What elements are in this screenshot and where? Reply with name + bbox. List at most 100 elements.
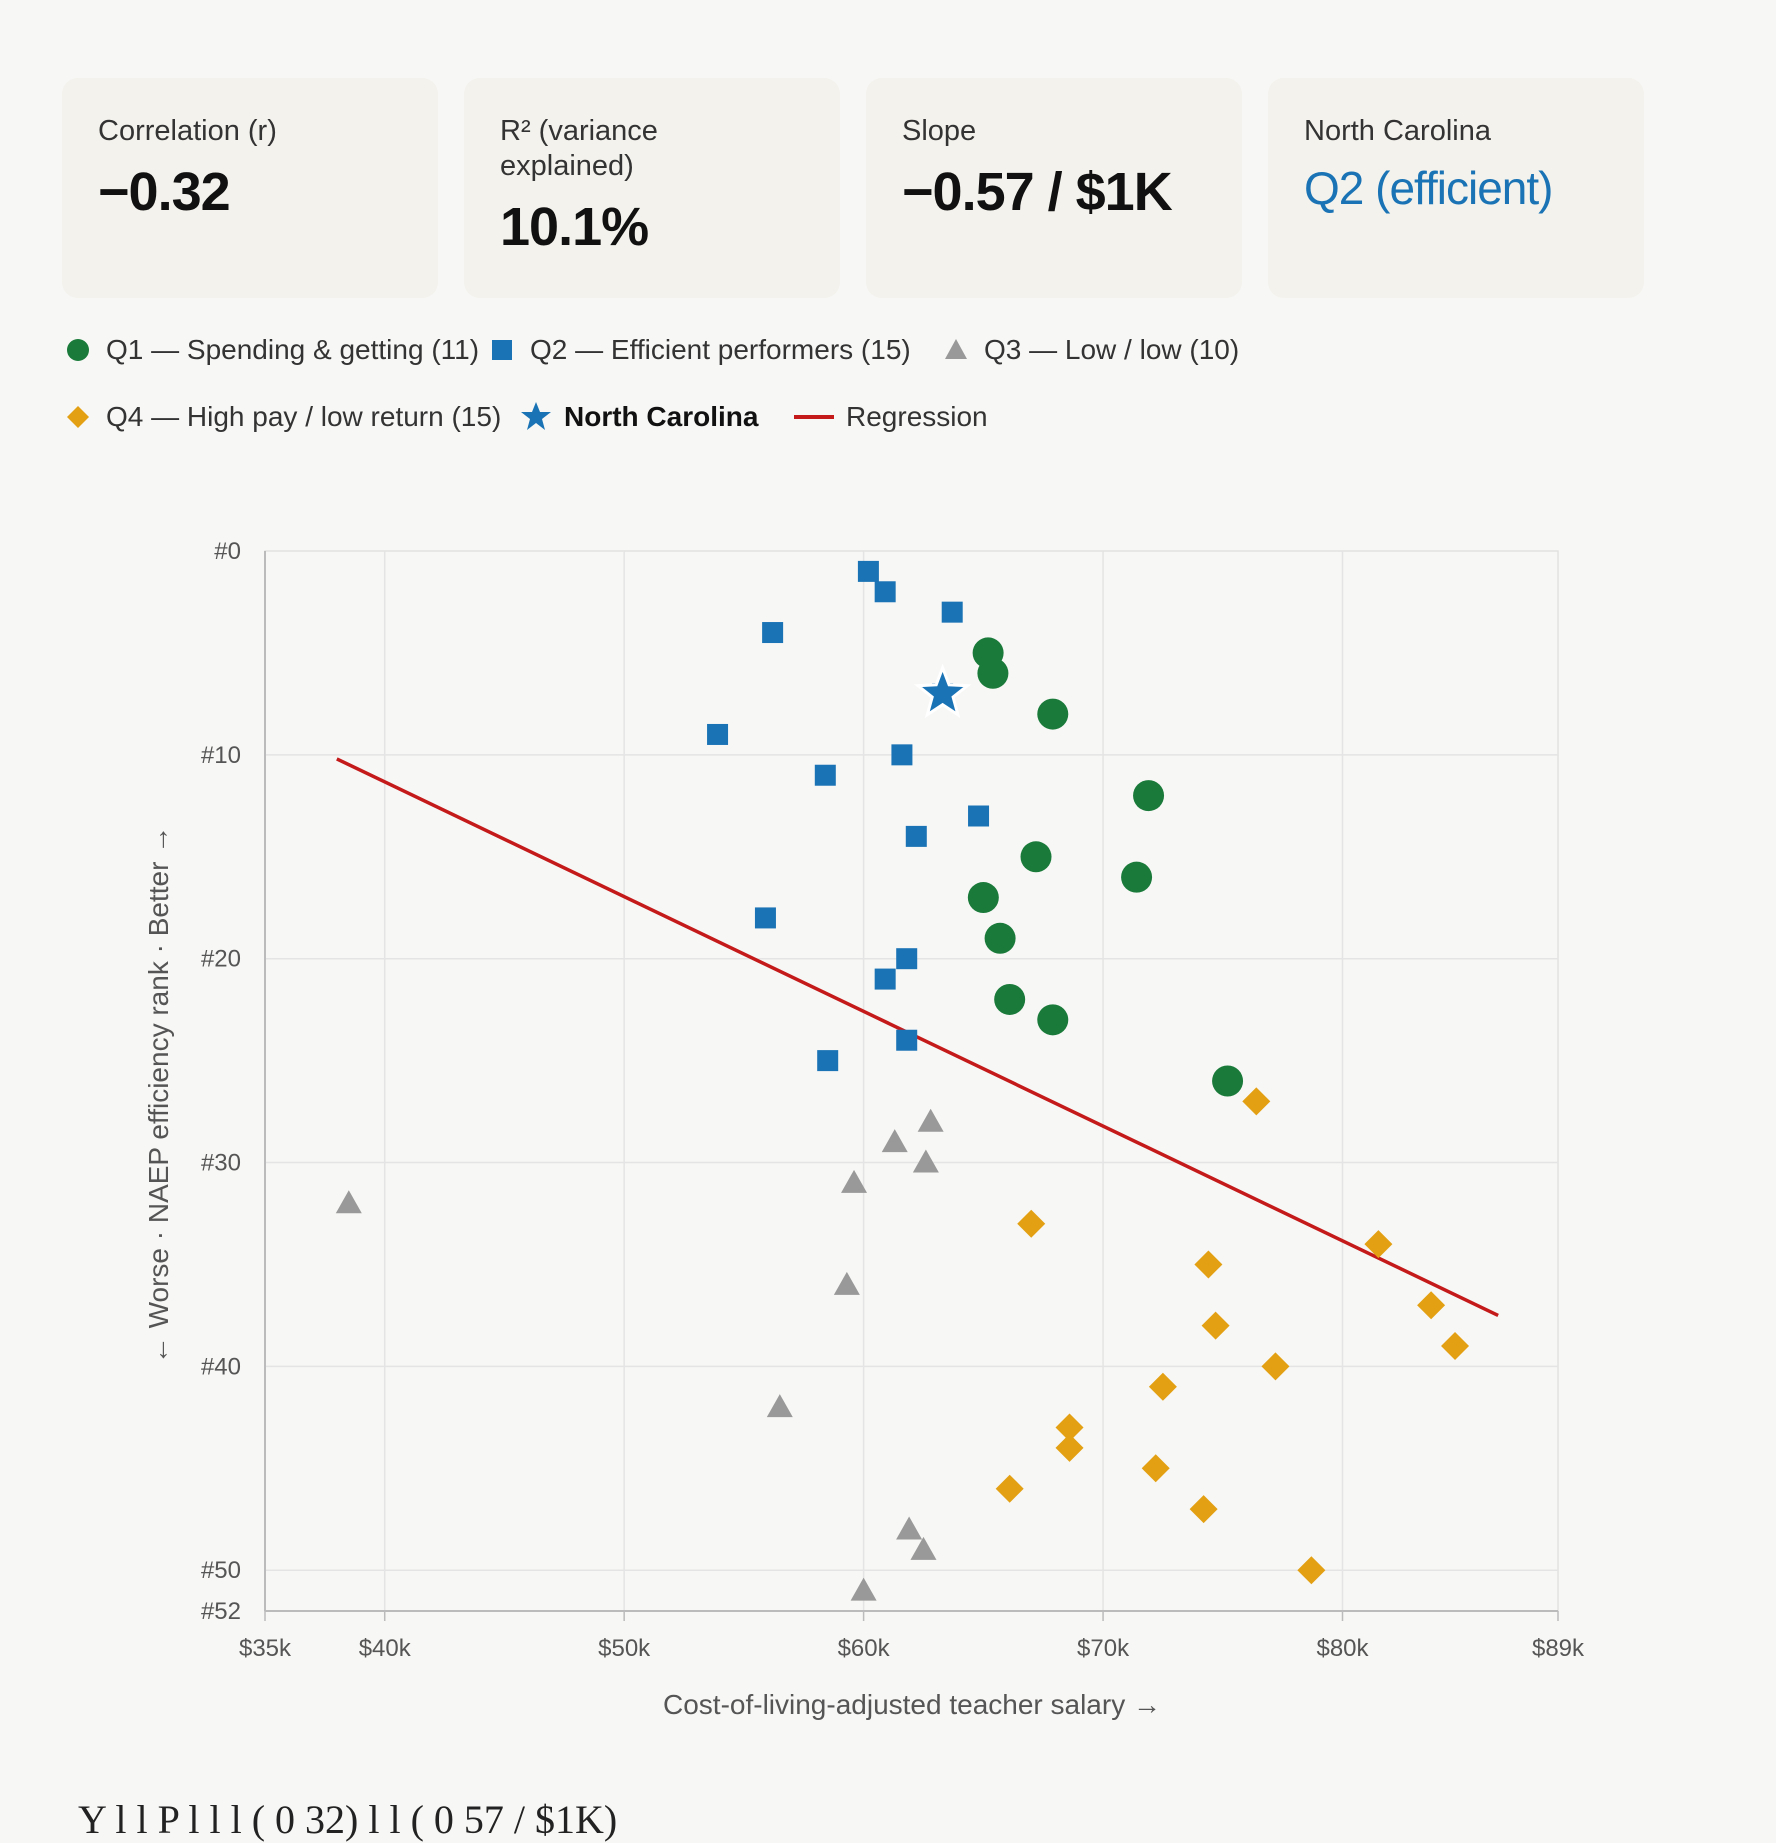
data-point-diamond: [1189, 1495, 1218, 1524]
stat-card-north-carolina: North Carolina Q2 (efficient): [1268, 78, 1644, 298]
data-point-square: [941, 601, 963, 623]
data-point-circle: [977, 657, 1009, 689]
data-point-triangle: [910, 1536, 937, 1560]
x-tick-label: $35k: [239, 1635, 292, 1662]
data-point-square: [891, 744, 913, 766]
legend-label: Q2 — Efficient performers (15): [530, 334, 911, 365]
data-point-diamond: [1261, 1352, 1290, 1381]
stat-label: North Carolina: [1304, 115, 1491, 147]
legend-item-q1[interactable]: Q1 — Spending & getting (11): [62, 330, 479, 370]
data-point-square: [857, 560, 879, 582]
legend-label: Q4 — High pay / low return (15): [106, 401, 502, 432]
stat-card-slope: Slope −0.57 / $1K: [866, 78, 1242, 298]
plot-frame: [264, 550, 1559, 1612]
triangle-icon: [940, 330, 974, 370]
data-point-diamond: [1417, 1291, 1446, 1320]
data-point-circle: [1133, 780, 1165, 812]
data-point-triangle: [766, 1394, 793, 1418]
data-point-circle: [1037, 1004, 1069, 1036]
data-point-triangle: [850, 1577, 877, 1601]
y-tick-label: #52: [201, 1598, 241, 1625]
x-axis-label: Cost-of-living-adjusted teacher salary →: [663, 1689, 1161, 1720]
x-tick-label: $40k: [359, 1635, 412, 1662]
legend-label: Q3 — Low / low (10): [984, 334, 1240, 365]
data-point-square: [874, 581, 896, 603]
circle-icon: [62, 330, 96, 370]
data-point-triangle: [833, 1271, 860, 1295]
data-point-diamond: [1055, 1413, 1084, 1442]
data-point-diamond: [1297, 1556, 1326, 1585]
legend-item-regression[interactable]: Regression: [792, 397, 988, 437]
chart-tick-labels: $35k $40k $50k $60k $70k $80k $89k #0 #10 #20 #30 #…: [201, 538, 1585, 1662]
data-point-diamond: [1148, 1372, 1177, 1401]
diamond-icon: [62, 397, 96, 437]
data-point-circle: [1212, 1065, 1244, 1097]
data-point-square: [814, 764, 836, 786]
data-point-circle: [1037, 698, 1069, 730]
data-point-diamond: [1441, 1332, 1470, 1360]
x-tick-label: $50k: [598, 1635, 651, 1662]
data-point-diamond: [1364, 1230, 1393, 1259]
stat-value: −0.57 / $1K: [902, 162, 1173, 222]
y-tick-label: #20: [201, 946, 241, 973]
line-icon: [792, 397, 836, 437]
y-tick-label: #30: [201, 1150, 241, 1177]
legend-label: Regression: [846, 401, 988, 432]
data-point-square: [817, 1050, 839, 1072]
x-tick-label: $60k: [838, 1635, 891, 1662]
data-point-circle: [1020, 841, 1052, 873]
regression-layer: [336, 757, 1499, 1318]
data-point-square: [968, 805, 990, 827]
y-tick-label: #40: [201, 1353, 241, 1380]
data-point-circle: [967, 882, 999, 914]
stat-card-correlation: Correlation (r) −0.32: [62, 78, 438, 298]
data-point-square: [896, 1029, 918, 1051]
footer-text: Y l l P l l l ( 0 32) l l ( 0 57 / $1K): [78, 1797, 618, 1842]
data-point-circle: [994, 983, 1026, 1015]
data-point-square: [762, 622, 784, 644]
data-point-diamond: [1055, 1433, 1084, 1462]
y-tick-label: #10: [201, 742, 241, 769]
data-point-diamond: [1201, 1311, 1230, 1340]
data-point-diamond: [1194, 1250, 1223, 1279]
legend-label: Q1 — Spending & getting (11): [106, 334, 480, 365]
stat-value: 10.1%: [500, 197, 649, 257]
chart-grid: [264, 550, 1559, 1612]
star-icon: [520, 397, 554, 437]
stat-label: Correlation (r): [98, 115, 277, 147]
data-point-diamond: [1017, 1209, 1046, 1238]
data-point-diamond: [1242, 1087, 1271, 1116]
legend-item-q2[interactable]: Q2 — Efficient performers (15): [486, 330, 911, 370]
data-point-north-carolina: [913, 663, 972, 719]
legend-item-north-carolina[interactable]: North Carolina: [520, 397, 758, 437]
data-point-square: [754, 907, 776, 929]
data-point-triangle: [917, 1108, 944, 1132]
legend-item-q4[interactable]: Q4 — High pay / low return (15): [62, 397, 501, 437]
data-points: [335, 560, 1470, 1601]
legend-label: North Carolina: [564, 401, 759, 432]
x-tick-label: $89k: [1532, 1635, 1585, 1662]
data-point-square: [905, 825, 927, 847]
stats-cards: Correlation (r) −0.32 R² (variance expla…: [62, 78, 1652, 298]
y-tick-label: #0: [214, 538, 241, 565]
x-tick-label: $70k: [1077, 1635, 1130, 1662]
data-point-diamond: [995, 1474, 1024, 1503]
data-point-triangle: [912, 1149, 939, 1173]
data-point-square: [707, 723, 729, 745]
regression-line: [336, 757, 1499, 1318]
stat-card-r-squared: R² (variance explained) 10.1%: [464, 78, 840, 298]
data-point-circle: [1121, 861, 1153, 893]
data-point-diamond: [1141, 1454, 1170, 1483]
data-point-triangle: [896, 1516, 923, 1540]
data-point-triangle: [335, 1190, 362, 1214]
data-point-triangle: [841, 1169, 868, 1193]
data-point-circle: [984, 922, 1016, 954]
stat-value: Q2 (efficient): [1304, 162, 1553, 214]
legend-item-q3[interactable]: Q3 — Low / low (10): [940, 330, 1239, 370]
data-point-square: [874, 968, 896, 990]
x-tick-label: $80k: [1316, 1635, 1369, 1662]
stat-value: −0.32: [98, 162, 231, 222]
data-point-square: [896, 948, 918, 970]
square-icon: [486, 330, 520, 370]
